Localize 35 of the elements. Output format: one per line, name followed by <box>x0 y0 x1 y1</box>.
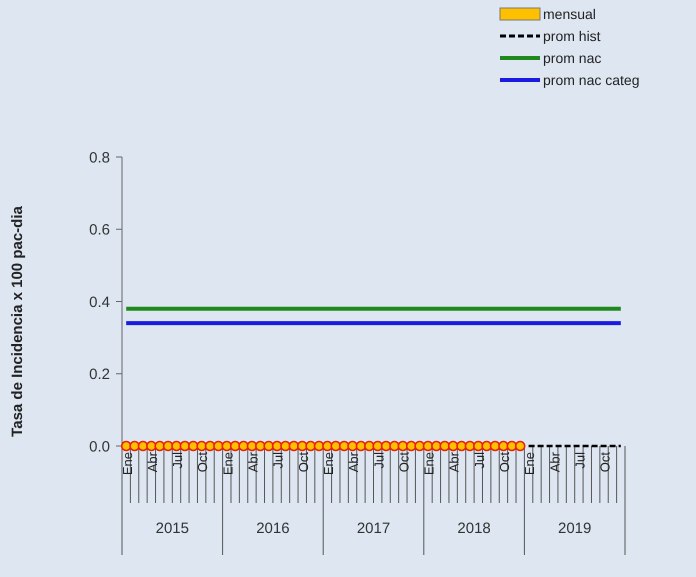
x-tick-label: Jul <box>270 452 286 469</box>
x-tick-label: Ene <box>422 452 437 476</box>
y-tick-label: 0.2 <box>89 366 110 383</box>
legend-label: prom nac <box>543 50 602 66</box>
x-tick-label: Oct <box>496 452 512 472</box>
text: 2019 <box>558 520 592 537</box>
x-tick-label: Oct <box>195 452 210 472</box>
y-tick-label: 0.0 <box>89 438 110 456</box>
x-tick-label: Ene <box>220 452 236 476</box>
x-tick-label: Oct <box>396 452 412 472</box>
x-tick-label: Jul <box>170 452 186 469</box>
x-tick-label: Abr <box>144 451 160 472</box>
x-tick-label: Ene <box>522 452 538 476</box>
legend-label: prom hist <box>543 28 601 44</box>
text: 2018 <box>457 520 491 537</box>
y-tick-label: 0.4 <box>89 294 110 311</box>
x-tick-label: Abr <box>446 451 462 472</box>
text: 2015 <box>156 520 189 537</box>
x-tick-label: Oct <box>296 452 311 472</box>
x-tick-label: Abr <box>547 451 562 472</box>
x-tick-label: Jul <box>472 452 487 469</box>
legend-label: mensual <box>543 6 596 22</box>
x-tick-label: Jul <box>371 452 386 469</box>
x-tick-label: Ene <box>120 452 135 476</box>
text: 2016 <box>256 520 290 537</box>
x-tick-label: Oct <box>598 452 613 472</box>
x-tick-label: Abr <box>245 451 260 472</box>
y-tick-label: 0.8 <box>89 149 110 166</box>
x-tick-label: Jul <box>572 452 588 469</box>
legend-label: prom nac categ <box>543 72 640 88</box>
x-tick-label: Abr <box>346 451 362 472</box>
text: 2017 <box>356 520 390 537</box>
x-tick-label: Ene <box>320 452 336 476</box>
y-axis-title: Tasa de Incidencia x 100 pac-dia <box>9 206 26 437</box>
y-tick-label: 0.6 <box>89 222 110 238</box>
